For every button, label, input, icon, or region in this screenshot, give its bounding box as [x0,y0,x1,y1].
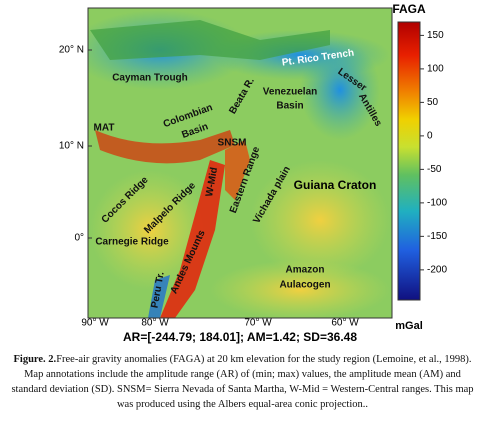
colorbar-tick-label: -200 [427,264,447,275]
lon-label: 80° W [141,318,169,329]
caption-label: Figure. 2. [13,354,57,365]
colorbar [397,21,421,301]
map-label: Carnegie Ridge [95,237,169,248]
map-frame [87,7,393,319]
map-label: Basin [276,101,303,112]
stats: AR=[-244.79; 184.01]; AM=1.42; SD=36.48 [123,330,357,344]
lat-label: 10° N [59,141,84,152]
map-label: SNSM [218,138,247,149]
map-label: Venezuelan [263,87,317,98]
lon-label: 60° W [331,318,359,329]
figure: FAGA mGal AR=[-244.79; 184.01]; AM=1.42;… [59,2,448,344]
colorbar-unit: mGal [395,320,423,332]
colorbar-tick-label: -100 [427,198,447,209]
map-label: MAT [94,123,115,134]
map-label: Guiana Craton [294,178,377,192]
lon-label: 90° W [81,318,109,329]
map-label: Amazon [286,265,325,276]
map-image [88,8,392,318]
lat-label: 20° N [59,45,84,56]
colorbar-tick-label: 100 [427,64,444,75]
colorbar-tick-label: 50 [427,97,439,108]
lon-label: 70° W [244,318,272,329]
colorbar-tick-label: 150 [427,30,444,41]
map-label: W-Mid [204,166,220,197]
colorbar-tick-label: 0 [427,131,433,142]
colorbar-tick-label: -50 [427,164,442,175]
colorbar-title: FAGA [392,2,426,16]
colorbar-tick-label: -150 [427,231,447,242]
map-label: Cayman Trough [112,73,188,84]
caption-text: Free-air gravity anomalies (FAGA) at 20 … [11,354,474,410]
map-label: Aulacogen [279,280,330,291]
lat-label: 0° [74,233,84,244]
caption: Figure. 2.Free-air gravity anomalies (FA… [8,352,477,412]
